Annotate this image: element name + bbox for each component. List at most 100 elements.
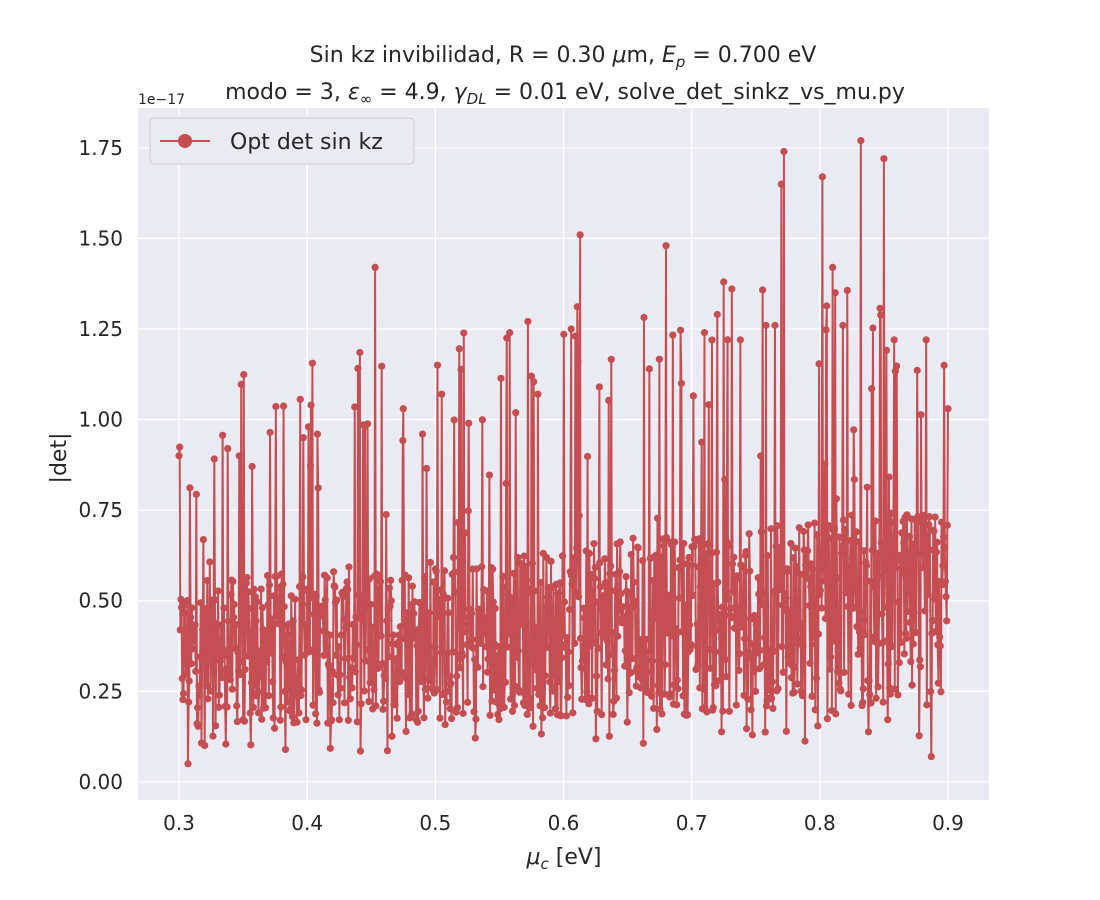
data-point: [537, 578, 545, 587]
data-point: [251, 681, 259, 689]
data-point: [608, 629, 617, 637]
data-point: [503, 643, 511, 651]
data-point: [789, 554, 798, 562]
data-point: [557, 712, 565, 720]
data-point: [834, 662, 842, 670]
data-point: [693, 620, 701, 628]
data-point: [931, 513, 939, 521]
data-point: [585, 700, 593, 708]
data-point: [594, 644, 603, 652]
data-point: [483, 587, 491, 595]
data-point: [862, 561, 871, 570]
data-point: [837, 687, 845, 695]
data-point: [183, 597, 191, 605]
data-point: [562, 640, 570, 648]
data-point: [335, 643, 343, 651]
data-point: [362, 657, 370, 665]
data-point: [343, 578, 351, 586]
data-point: [830, 524, 839, 533]
data-point: [202, 681, 211, 689]
data-point: [745, 530, 753, 538]
data-point: [202, 605, 210, 613]
data-point: [529, 722, 537, 730]
data-point: [219, 646, 227, 654]
data-point: [576, 231, 584, 239]
data-point: [425, 609, 433, 617]
data-point: [707, 610, 715, 618]
data-point: [282, 658, 290, 666]
data-point: [657, 588, 665, 596]
data-point: [334, 691, 342, 699]
data-point: [913, 366, 921, 374]
data-point: [787, 674, 796, 682]
data-point: [413, 718, 422, 726]
data-point: [934, 679, 942, 687]
data-point: [766, 669, 774, 677]
data-point: [558, 653, 566, 662]
data-point: [925, 521, 933, 529]
data-point: [895, 598, 903, 606]
data-point: [269, 714, 277, 722]
data-point: [610, 667, 619, 675]
data-point: [646, 647, 654, 655]
data-point: [472, 715, 480, 723]
data-point: [812, 674, 821, 682]
data-point: [283, 698, 291, 706]
data-point: [736, 336, 744, 344]
data-point: [844, 690, 853, 698]
data-point: [694, 563, 703, 571]
data-point: [328, 716, 336, 724]
data-point: [385, 584, 393, 592]
data-point: [685, 621, 694, 629]
data-point: [400, 634, 408, 643]
data-point: [423, 629, 431, 637]
data-point: [661, 661, 669, 669]
data-point: [706, 664, 714, 672]
data-point: [351, 668, 359, 676]
data-point: [201, 741, 209, 750]
data-point: [471, 734, 479, 742]
data-point: [220, 604, 228, 612]
data-point: [854, 650, 862, 658]
data-point: [814, 630, 823, 638]
data-point: [430, 578, 438, 586]
data-point: [481, 614, 490, 622]
data-point: [875, 572, 883, 580]
data-point: [297, 686, 306, 694]
data-point: [485, 471, 494, 479]
data-point: [852, 528, 860, 536]
data-point: [551, 705, 560, 713]
data-point: [821, 460, 829, 468]
data-point: [424, 694, 432, 702]
data-point: [892, 564, 900, 572]
data-point: [942, 593, 950, 601]
data-point: [360, 687, 368, 695]
data-point: [428, 656, 436, 664]
data-point: [492, 676, 501, 684]
data-point: [546, 678, 554, 686]
data-point: [595, 383, 603, 391]
data-point: [480, 622, 488, 630]
data-point: [215, 703, 223, 711]
data-point: [921, 607, 929, 615]
data-point: [200, 647, 208, 655]
data-point: [447, 714, 456, 723]
data-point: [464, 507, 472, 515]
data-point: [319, 605, 327, 613]
data-point: [206, 687, 215, 695]
data-point: [522, 562, 530, 570]
data-point: [257, 585, 265, 593]
data-point: [176, 626, 184, 634]
data-point: [235, 452, 243, 460]
data-point: [462, 620, 470, 629]
data-point: [451, 588, 460, 596]
data-point: [891, 685, 899, 693]
data-point: [263, 657, 271, 666]
data-point: [716, 617, 724, 625]
data-point: [427, 670, 435, 678]
data-point: [607, 562, 615, 570]
data-point: [491, 604, 499, 613]
data-point: [544, 593, 552, 601]
data-point: [884, 716, 892, 724]
data-point: [296, 395, 304, 403]
